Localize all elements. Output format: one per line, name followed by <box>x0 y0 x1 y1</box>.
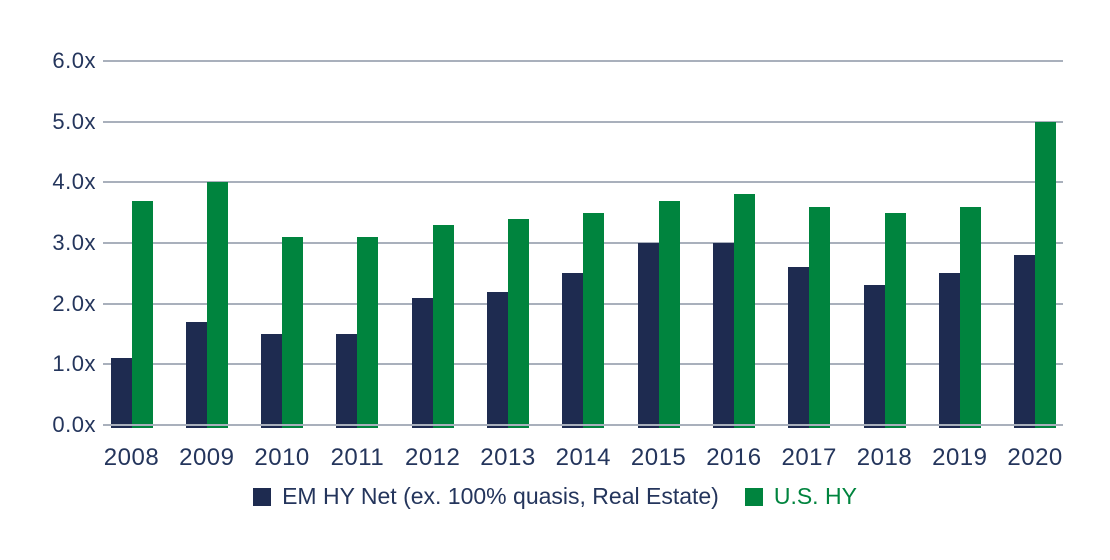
bar-us-hy-2015 <box>658 200 680 428</box>
bar-em-hy-net-2016 <box>712 243 734 428</box>
legend-swatch-us-hy <box>744 487 763 506</box>
chart-legend: EM HY Net (ex. 100% quasis, Real Estate)… <box>0 483 1110 510</box>
legend-item-em-hy-net: EM HY Net (ex. 100% quasis, Real Estate) <box>253 483 719 510</box>
x-axis-tick-label: 2020 <box>1007 444 1063 471</box>
y-axis-tick-label: 0.0x <box>52 412 96 437</box>
bar-us-hy-2014 <box>583 212 605 428</box>
bar-us-hy-2016 <box>733 194 755 428</box>
bar-us-hy-2011 <box>357 236 379 428</box>
bar-em-hy-net-2020 <box>1014 255 1036 428</box>
bar-em-hy-net-2010 <box>261 334 283 428</box>
bar-us-hy-2009 <box>206 182 228 428</box>
x-axis-tick-label: 2009 <box>179 444 235 471</box>
y-axis-tick-label: 2.0x <box>52 290 96 316</box>
bar-us-hy-2020 <box>1035 121 1057 428</box>
y-axis-tick-label: 6.0x <box>52 48 96 73</box>
gridline <box>103 60 1063 62</box>
bar-us-hy-2012 <box>432 224 454 428</box>
x-axis-tick-label: 2019 <box>932 444 988 471</box>
x-axis-tick-label: 2011 <box>330 444 385 471</box>
x-axis-tick-label: 2014 <box>555 444 611 471</box>
bar-us-hy-2013 <box>508 218 529 428</box>
x-axis-tick-label: 2016 <box>706 444 762 471</box>
y-axis-tick-label: 4.0x <box>52 169 96 195</box>
x-axis-baseline <box>103 424 1063 426</box>
bar-us-hy-2010 <box>282 236 304 428</box>
bar-em-hy-net-2011 <box>336 334 358 428</box>
bar-us-hy-2017 <box>809 206 831 428</box>
legend-label-us-hy: U.S. HY <box>773 483 857 509</box>
bar-em-hy-net-2009 <box>185 321 207 428</box>
x-axis-tick-label: 2008 <box>103 444 160 471</box>
y-axis-tick-label: 1.0x <box>52 351 96 377</box>
legend-item-us-hy: U.S. HY <box>744 483 857 510</box>
legend-label-em-hy-net: EM HY Net (ex. 100% quasis, Real Estate) <box>282 483 719 509</box>
bar-em-hy-net-2015 <box>637 243 659 428</box>
bar-us-hy-2018 <box>884 212 906 428</box>
x-axis-tick-label: 2015 <box>630 444 687 471</box>
bar-em-hy-net-2019 <box>938 273 960 428</box>
bar-em-hy-net-2014 <box>562 273 584 428</box>
bar-em-hy-net-2008 <box>110 358 132 428</box>
bar-us-hy-2008 <box>131 200 153 428</box>
bar-us-hy-2019 <box>959 206 981 428</box>
legend-swatch-em-hy-net <box>253 487 272 506</box>
y-axis-tick-label: 5.0x <box>52 108 96 134</box>
bar-em-hy-net-2017 <box>788 267 810 428</box>
x-axis-tick-label: 2012 <box>404 444 461 471</box>
x-axis-tick-label: 2018 <box>856 444 913 471</box>
bar-em-hy-net-2018 <box>863 285 885 428</box>
gridline <box>103 242 1063 244</box>
x-axis-tick-label: 2013 <box>480 444 536 471</box>
x-axis-tick-label: 2017 <box>781 444 837 471</box>
gridline <box>103 181 1063 184</box>
bar-em-hy-net-2012 <box>411 297 433 428</box>
bar-em-hy-net-2013 <box>487 291 508 428</box>
x-axis-tick-label: 2010 <box>254 444 310 471</box>
gridline <box>103 120 1063 123</box>
y-axis-tick-label: 3.0x <box>52 230 96 255</box>
